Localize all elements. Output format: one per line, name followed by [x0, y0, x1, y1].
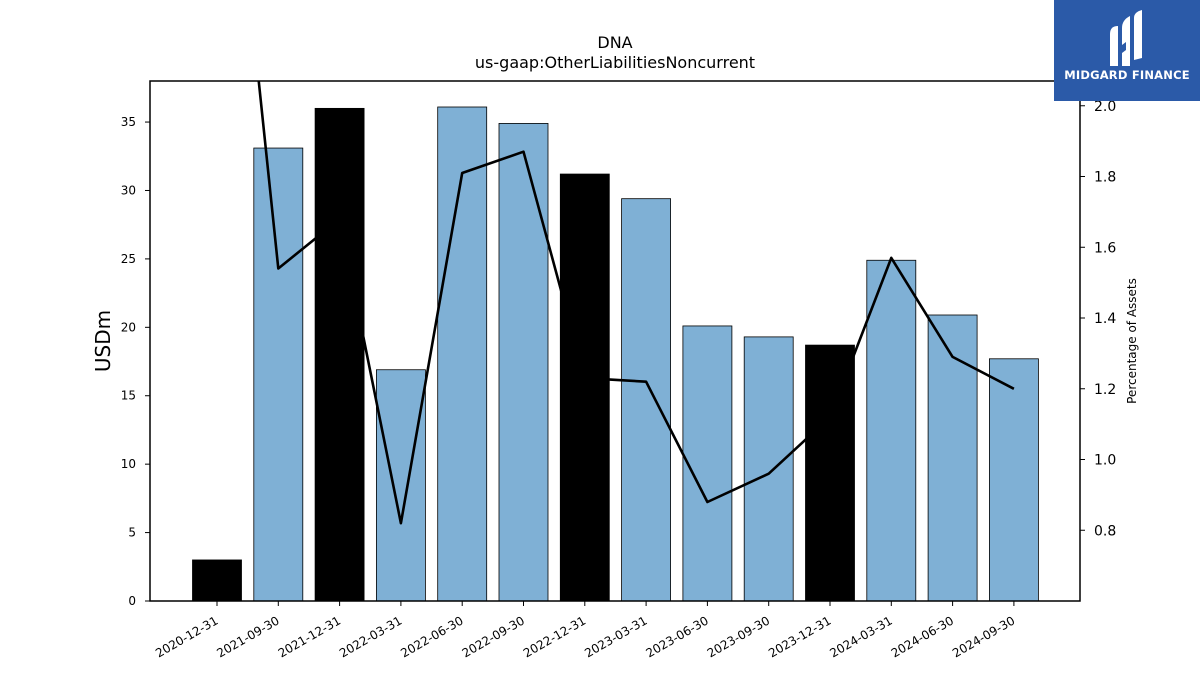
x-tick-label: 2024-09-30 — [950, 613, 1017, 660]
y-right-tick-label: 1.2 — [1094, 382, 1116, 398]
mf-monogram-icon — [1110, 10, 1142, 66]
x-tick-label: 2022-12-31 — [521, 613, 588, 660]
bar-2022-12-31 — [559, 173, 610, 602]
brand-logo: MIDGARD FINANCE — [1054, 0, 1200, 101]
x-tick-label: 2021-09-30 — [214, 613, 281, 660]
bar-2023-09-30 — [743, 336, 794, 602]
y-tick-label: 20 — [121, 320, 136, 334]
bar-2024-09-30 — [989, 358, 1039, 602]
line-layer — [257, 81, 1015, 525]
bar-2022-03-31 — [375, 369, 426, 602]
y-tick-label: 15 — [121, 389, 136, 403]
y-right-tick-label: 2.0 — [1094, 99, 1116, 115]
percentage-of-assets-line — [257, 81, 1015, 525]
bar-2021-12-31 — [314, 107, 365, 602]
x-tick-label: 2020-12-31 — [153, 613, 220, 660]
x-tick-label: 2021-12-31 — [276, 613, 343, 660]
y-axis-right-label: Percentage of Assets — [1125, 278, 1139, 404]
right-axis: 0.8 1.0 1.2 1.4 1.6 1.8 2.0 — [1080, 99, 1116, 539]
x-tick-label: 2022-06-30 — [398, 613, 465, 660]
y-right-tick-label: 1.8 — [1094, 170, 1116, 186]
x-tick-label: 2023-03-31 — [582, 613, 649, 660]
chart-title: DNA — [597, 33, 632, 52]
bar-2022-09-30 — [498, 123, 549, 602]
chart-subtitle: us-gaap:OtherLiabilitiesNoncurrent — [475, 53, 755, 72]
x-tick-label: 2022-09-30 — [460, 613, 527, 660]
y-axis-label: USDm — [91, 310, 115, 372]
y-tick-label: 5 — [128, 526, 136, 540]
bar-2022-06-30 — [437, 106, 488, 602]
x-tick-label: 2024-03-31 — [827, 613, 894, 660]
y-tick-label: 10 — [121, 457, 136, 471]
bar-2024-03-31 — [866, 259, 917, 602]
bar-2021-09-30 — [253, 147, 304, 602]
y-tick-label: 25 — [121, 252, 136, 266]
y-right-tick-label: 1.6 — [1094, 240, 1116, 256]
x-tick-label: 2024-06-30 — [889, 613, 956, 660]
x-tick-label: 2023-06-30 — [643, 613, 710, 660]
bars-layer — [192, 106, 1039, 602]
x-tick-label: 2023-12-31 — [766, 613, 833, 660]
bar-2020-12-31 — [192, 559, 242, 602]
x-axis: 2020-12-312021-09-302021-12-312022-03-31… — [153, 601, 1017, 660]
bar-2023-12-31 — [805, 344, 855, 602]
bar-2023-03-31 — [621, 198, 671, 602]
plot-frame — [149, 80, 1081, 602]
bar-2024-06-30 — [927, 314, 978, 602]
y-right-tick-label: 1.4 — [1094, 311, 1116, 327]
brand-name: MIDGARD FINANCE — [1064, 68, 1190, 82]
left-axis: 0 5 10 15 20 25 30 35 — [121, 115, 150, 608]
y-right-tick-label: 1.0 — [1094, 453, 1116, 469]
y-tick-label: 30 — [121, 183, 136, 197]
y-tick-label: 35 — [121, 115, 136, 129]
bar-2023-06-30 — [682, 325, 733, 602]
y-right-tick-label: 0.8 — [1094, 523, 1116, 539]
x-tick-label: 2022-03-31 — [337, 613, 404, 660]
x-tick-label: 2023-09-30 — [705, 613, 772, 660]
y-tick-label: 0 — [128, 594, 136, 608]
